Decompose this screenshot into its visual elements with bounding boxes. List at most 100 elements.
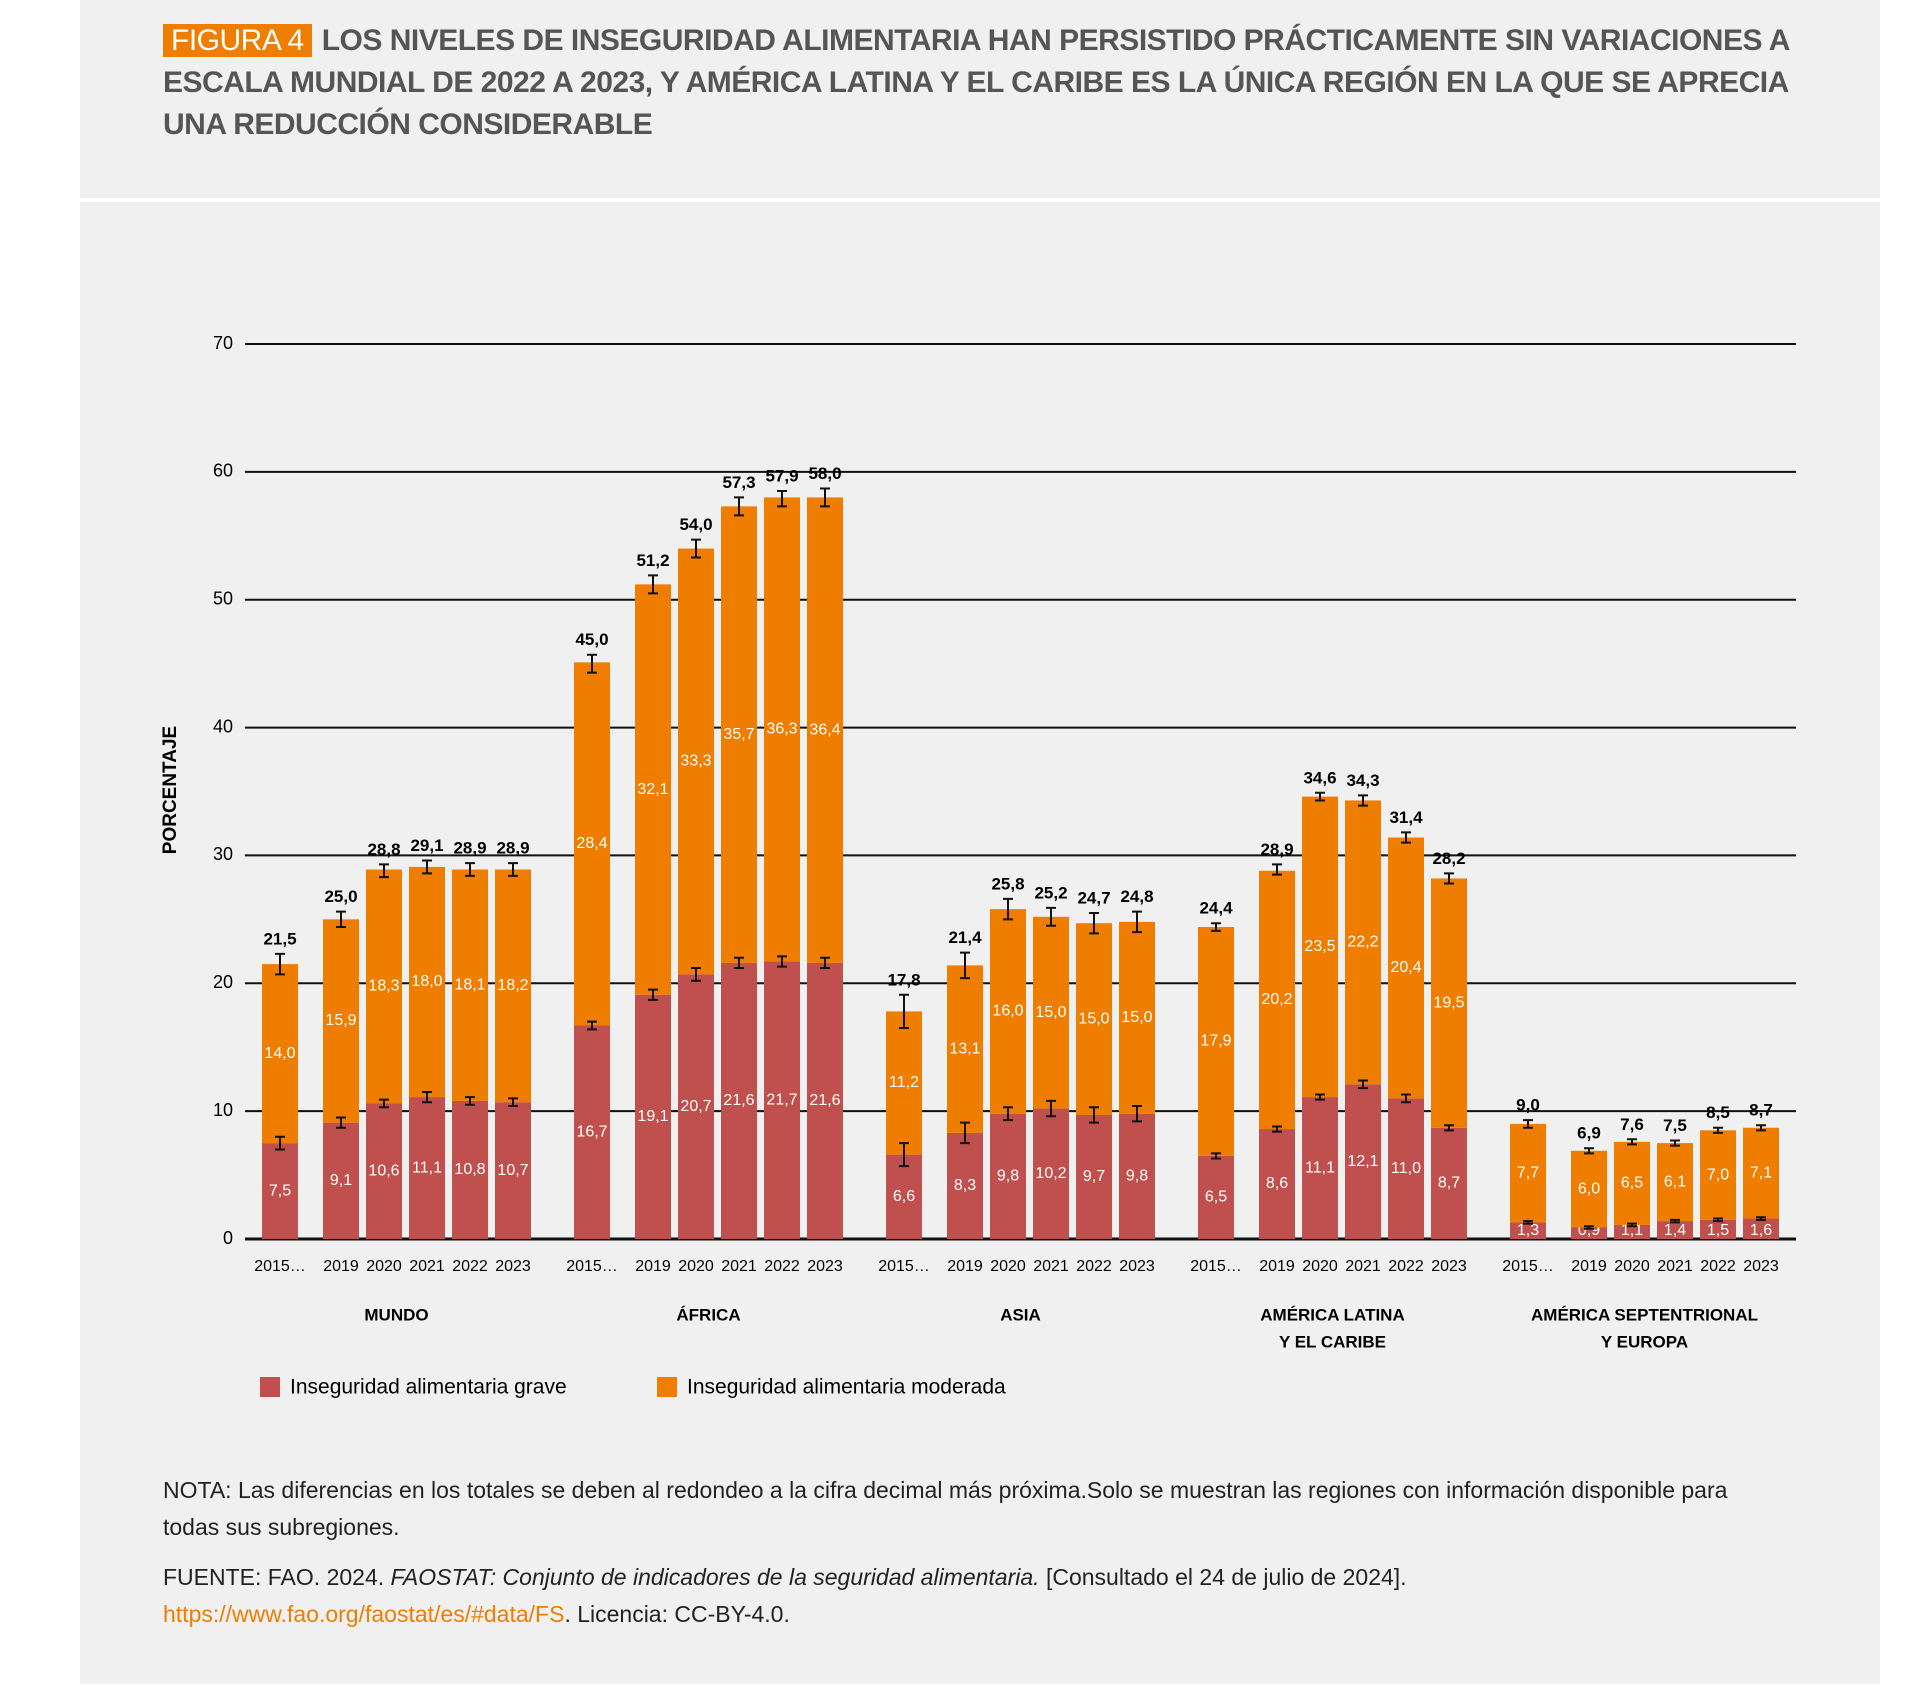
x-tick-label: 2023 <box>495 1258 531 1275</box>
total-label: 51,2 <box>636 551 669 570</box>
bar-segment <box>807 497 843 963</box>
bar-segment <box>1388 1098 1424 1239</box>
error-bar <box>648 988 658 1001</box>
error-bar <box>1211 922 1221 932</box>
bar-segment <box>574 662 610 1026</box>
error-bar <box>587 1020 597 1031</box>
segment-label: 14,0 <box>264 1045 295 1062</box>
total-label: 24,8 <box>1120 887 1153 906</box>
x-tick-label: 2015… <box>878 1258 930 1275</box>
error-bar <box>1756 1124 1766 1132</box>
y-tick-label: 50 <box>213 588 233 608</box>
bar-segment <box>366 869 402 1104</box>
source-accessed: [Consultado el 24 de julio de 2024]. <box>1039 1564 1407 1590</box>
total-label: 25,8 <box>991 874 1024 893</box>
error-bar <box>1670 1218 1680 1224</box>
bar-segment <box>1571 1227 1607 1239</box>
segment-label: 15,0 <box>1121 1009 1152 1026</box>
segment-label: 18,3 <box>368 978 399 995</box>
segment-label: 6,1 <box>1664 1173 1686 1190</box>
y-tick-label: 70 <box>213 333 233 353</box>
error-bar <box>1523 1119 1533 1129</box>
bar-segment <box>1431 878 1467 1128</box>
x-tick-label: 2022 <box>1700 1258 1736 1275</box>
segment-label: 7,5 <box>269 1182 291 1199</box>
chart-title: LOS NIVELES DE INSEGURIDAD ALIMENTARIA H… <box>163 24 1789 141</box>
error-bar <box>777 955 787 968</box>
error-bar <box>1670 1139 1680 1147</box>
segment-label: 13,1 <box>949 1040 980 1057</box>
source-link[interactable]: https://www.fao.org/faostat/es/#data/FS <box>163 1601 565 1627</box>
x-tick-label: 2019 <box>1259 1258 1295 1275</box>
figure-label: FIGURA 4 <box>163 24 312 57</box>
x-tick-label: 2023 <box>1431 1258 1467 1275</box>
bar-segment <box>990 1113 1026 1239</box>
bar-segment <box>366 1103 402 1239</box>
bar-segment <box>323 919 359 1123</box>
segment-label: 9,1 <box>330 1172 352 1189</box>
error-bar <box>899 993 909 1030</box>
x-tick-label: 2015… <box>1190 1258 1242 1275</box>
error-bar <box>1132 910 1142 934</box>
bar-segment <box>1076 1114 1112 1239</box>
segment-label: 1,5 <box>1707 1222 1729 1239</box>
bar-segment <box>495 869 531 1103</box>
bar-segment <box>1510 1123 1546 1223</box>
bar-segment <box>764 961 800 1239</box>
x-tick-label: 2021 <box>1657 1258 1693 1275</box>
x-tick-label: 2020 <box>1614 1258 1650 1275</box>
segment-label: 21,6 <box>723 1092 754 1109</box>
total-label: 29,1 <box>410 836 443 855</box>
group-label: Y EL CARIBE <box>1279 1332 1386 1351</box>
error-bar <box>820 487 830 508</box>
segment-label: 11,0 <box>1391 1160 1421 1177</box>
bar-segment <box>1033 916 1069 1109</box>
error-bar <box>1627 1138 1637 1146</box>
total-label: 57,3 <box>722 473 755 492</box>
bar-segment <box>1743 1218 1779 1239</box>
error-bar <box>465 1096 475 1106</box>
error-bar <box>691 538 701 559</box>
x-tick-label: 2015… <box>254 1258 306 1275</box>
x-tick-label: 2022 <box>452 1258 488 1275</box>
y-tick-label: 40 <box>213 716 233 736</box>
bar-segment <box>1388 837 1424 1099</box>
total-label: 28,9 <box>1260 840 1293 859</box>
legend-label: Inseguridad alimentaria moderada <box>687 1376 1006 1399</box>
segment-label: 16,0 <box>992 1003 1023 1020</box>
error-bar <box>1444 872 1454 885</box>
segment-label: 21,7 <box>766 1091 797 1108</box>
segment-label: 7,0 <box>1707 1166 1729 1183</box>
segment-label: 19,1 <box>637 1108 668 1125</box>
total-label: 28,9 <box>453 839 486 858</box>
x-tick-label: 2021 <box>1033 1258 1069 1275</box>
source: FUENTE: FAO. 2024. FAOSTAT: Conjunto de … <box>163 1559 1763 1633</box>
bar-segment <box>452 869 488 1101</box>
bar-segment <box>1119 1113 1155 1239</box>
x-tick-label: 2019 <box>323 1258 359 1275</box>
group-label: MUNDO <box>364 1305 428 1324</box>
segment-label: 35,7 <box>723 726 754 743</box>
bar-segment <box>678 548 714 975</box>
bar-segment <box>1700 1130 1736 1220</box>
total-label: 24,4 <box>1199 899 1233 918</box>
error-bar <box>1713 1126 1723 1134</box>
error-bar <box>1046 1099 1056 1118</box>
total-label: 17,8 <box>887 970 920 989</box>
total-label: 8,7 <box>1749 1101 1773 1120</box>
total-label: 21,5 <box>263 929 296 948</box>
error-bar <box>1132 1105 1142 1123</box>
segment-label: 20,7 <box>680 1098 711 1115</box>
x-tick-label: 2022 <box>1076 1258 1112 1275</box>
error-bar <box>1627 1222 1637 1228</box>
error-bar <box>1089 911 1099 935</box>
group-label: ÁFRICA <box>676 1305 740 1324</box>
note: NOTA: Las diferencias en los totales se … <box>163 1477 1728 1540</box>
x-tick-label: 2019 <box>947 1258 983 1275</box>
error-bar <box>1315 791 1325 802</box>
bar-segment <box>1345 1084 1381 1239</box>
error-bar <box>1401 1093 1411 1104</box>
bar-segment <box>1259 1129 1295 1239</box>
header: FIGURA 4 LOS NIVELES DE INSEGURIDAD ALIME… <box>80 0 1880 202</box>
y-tick-label: 20 <box>213 972 233 992</box>
